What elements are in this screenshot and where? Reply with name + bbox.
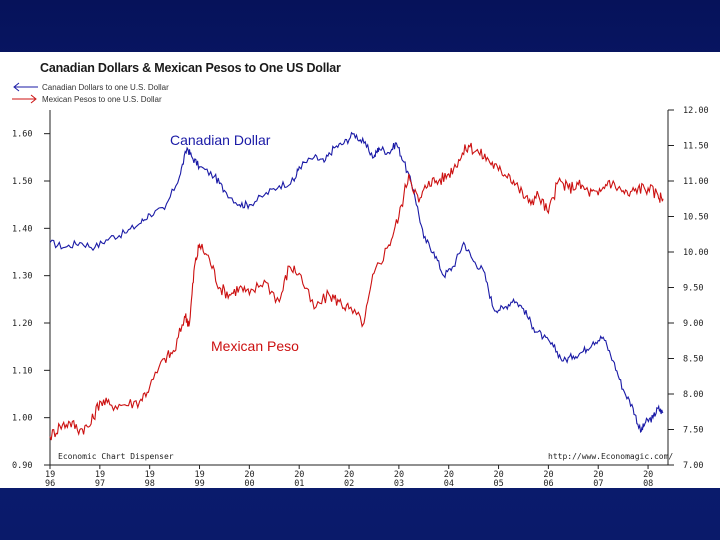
y-left-tick-label: 1.10 <box>12 366 32 376</box>
x-tick-label: 20 01 <box>294 470 304 488</box>
y-left-tick-label: 0.90 <box>12 461 32 471</box>
x-tick-label: 20 03 <box>394 470 404 488</box>
annotation-canadian-dollar: Canadian Dollar <box>170 132 271 148</box>
y-right-tick-label: 11.50 <box>683 142 709 152</box>
footer-credit-right: http://www.Economagic.com/ <box>548 452 673 461</box>
y-right-tick-label: 7.50 <box>683 426 703 436</box>
x-tick-label: 19 96 <box>45 470 55 488</box>
y-left-tick-label: 1.30 <box>12 272 32 282</box>
y-left-tick-label: 1.60 <box>12 130 32 140</box>
y-right-tick-label: 9.00 <box>683 319 703 329</box>
chart-series <box>49 131 664 441</box>
chart-panel <box>0 52 720 488</box>
arrow-left-icon <box>13 82 38 92</box>
x-tick-label: 20 08 <box>643 470 653 488</box>
x-tick-label: 20 04 <box>444 470 454 488</box>
legend-label-canadian: Canadian Dollars to one U.S. Dollar <box>42 82 169 92</box>
series-line-canadian <box>49 131 664 433</box>
x-tick-label: 20 07 <box>593 470 603 488</box>
y-right-tick-label: 12.00 <box>683 106 709 116</box>
x-tick-label: 19 97 <box>95 470 105 488</box>
legend-item-mexican: Mexican Pesos to one U.S. Dollar <box>12 94 162 104</box>
y-right-tick-label: 8.50 <box>683 355 703 365</box>
series-line-mexican <box>49 142 664 441</box>
arrow-right-icon <box>12 94 37 104</box>
x-tick-label: 20 02 <box>344 470 354 488</box>
y-left-tick-label: 1.40 <box>12 224 32 234</box>
x-tick-label: 20 05 <box>494 470 504 488</box>
x-tick-label: 19 98 <box>145 470 155 488</box>
x-tick-label: 19 99 <box>195 470 205 488</box>
legend-label-mexican: Mexican Pesos to one U.S. Dollar <box>42 94 162 104</box>
footer-credit-left: Economic Chart Dispenser <box>58 452 174 461</box>
annotation-mexican-peso: Mexican Peso <box>211 338 299 354</box>
legend-item-canadian: Canadian Dollars to one U.S. Dollar <box>12 82 169 92</box>
y-right-tick-label: 11.00 <box>683 177 709 187</box>
y-left-tick-label: 1.00 <box>12 414 32 424</box>
line-chart: 0.90 1.00 1.10 1.20 1.30 1.40 1.50 1.60 7.00 7.50… <box>12 106 709 488</box>
chart-axes: 0.90 1.00 1.10 1.20 1.30 1.40 1.50 1.60 7.00 7.50… <box>12 106 709 488</box>
y-right-tick-label: 9.50 <box>683 284 703 294</box>
y-right-tick-label: 10.50 <box>683 213 709 223</box>
y-left-tick-label: 1.50 <box>12 177 32 187</box>
x-tick-label: 20 06 <box>543 470 553 488</box>
x-tick-label: 20 00 <box>244 470 254 488</box>
y-right-tick-label: 10.00 <box>683 248 709 258</box>
y-left-tick-label: 1.20 <box>12 319 32 329</box>
y-right-tick-label: 8.00 <box>683 390 703 400</box>
y-right-tick-label: 7.00 <box>683 461 703 471</box>
chart-title: Canadian Dollars & Mexican Pesos to One … <box>40 61 341 75</box>
